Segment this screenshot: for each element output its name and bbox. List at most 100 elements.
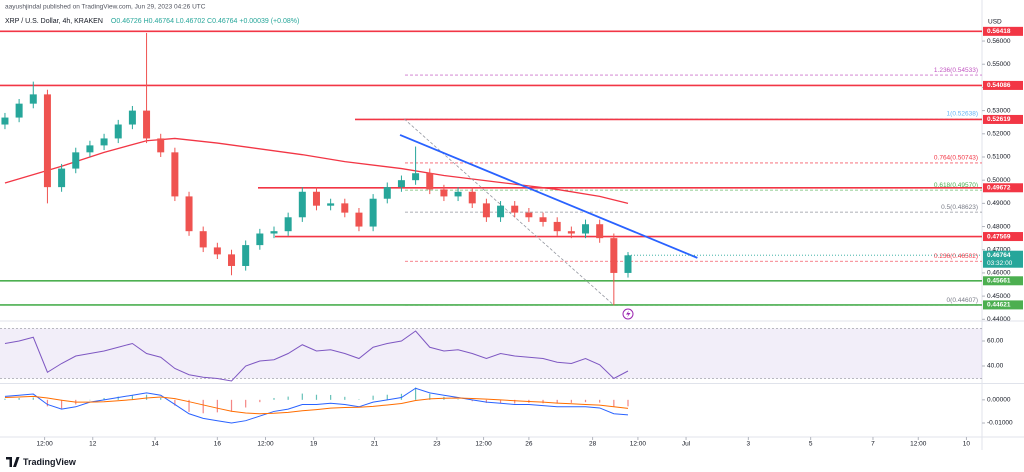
candle-body bbox=[397, 180, 405, 188]
macd-histogram-bar bbox=[613, 399, 615, 407]
x-tick-label: 7 bbox=[871, 441, 875, 448]
candle-body bbox=[610, 238, 618, 273]
macd-histogram-bar bbox=[372, 395, 374, 400]
macd-histogram-bar bbox=[89, 399, 91, 401]
level-price-label: 0.54086 bbox=[987, 82, 1011, 89]
candle-body bbox=[412, 173, 420, 181]
macd-histogram-bar bbox=[216, 399, 218, 413]
candle-body bbox=[157, 138, 165, 153]
macd-line bbox=[4, 395, 629, 415]
macd-histogram-bar bbox=[386, 394, 388, 400]
level-price-tag bbox=[983, 300, 1023, 310]
candle-body bbox=[228, 254, 236, 266]
candle-body bbox=[185, 196, 193, 232]
macd-histogram-bar bbox=[330, 394, 332, 400]
x-tick-label: 19 bbox=[310, 441, 318, 448]
macd-line bbox=[4, 387, 629, 424]
macd-histogram-bar bbox=[556, 399, 558, 404]
macd-histogram-bar bbox=[230, 399, 233, 412]
macd-histogram-bar bbox=[485, 399, 487, 403]
macd-histogram-bar bbox=[344, 396, 346, 400]
candle-body bbox=[143, 110, 151, 139]
macd-histogram-bar bbox=[287, 396, 289, 400]
candle-body bbox=[582, 224, 590, 234]
candle-body bbox=[72, 152, 80, 169]
level-price-tag bbox=[983, 26, 1023, 36]
macd-histogram-bar bbox=[358, 399, 360, 400]
macd-histogram-bar bbox=[145, 394, 148, 400]
candle-body bbox=[426, 173, 434, 190]
candle-body bbox=[213, 247, 221, 255]
level-price-label: 0.52619 bbox=[987, 116, 1011, 123]
x-tick-label: 10 bbox=[963, 441, 971, 448]
candle-body bbox=[128, 110, 136, 125]
macd-histogram-bar bbox=[400, 393, 403, 400]
candle-body bbox=[511, 205, 519, 213]
candle-body bbox=[114, 124, 122, 139]
x-tick-label: 5 bbox=[809, 441, 813, 448]
candle-body bbox=[369, 198, 377, 227]
y-tick-label: 0.51000 bbox=[987, 154, 1011, 161]
y-tick-label: 0.00000 bbox=[987, 397, 1011, 404]
publisher-line: aayushjindal published on TradingView.co… bbox=[5, 4, 206, 11]
candle-body bbox=[270, 231, 278, 234]
brand-logo bbox=[6, 457, 20, 467]
candle-body bbox=[327, 203, 335, 206]
candle-body bbox=[256, 233, 264, 246]
x-tick-label: 28 bbox=[589, 441, 597, 448]
ohlc-quote: O0.46726 H0.46764 L0.46702 C0.46764 +0.0… bbox=[111, 18, 299, 25]
fib-label: 0(0.44607) bbox=[947, 297, 978, 304]
level-price-tag bbox=[983, 232, 1023, 242]
rsi-band bbox=[0, 328, 982, 379]
fib-label: 0.618(0.49570) bbox=[934, 182, 978, 189]
macd-histogram-bar bbox=[471, 399, 473, 402]
candle-body bbox=[29, 94, 37, 104]
macd-histogram-bar bbox=[273, 397, 275, 400]
fib-label: 0.764(0.50743) bbox=[934, 155, 978, 162]
candle-body bbox=[596, 224, 604, 239]
macd-histogram-bar bbox=[202, 399, 204, 414]
rsi-line bbox=[4, 330, 629, 382]
macd-histogram-bar bbox=[60, 399, 63, 409]
macd-histogram-bar bbox=[457, 399, 459, 400]
candle-body bbox=[1, 117, 9, 125]
macd-histogram-bar bbox=[4, 398, 6, 400]
candle-body bbox=[525, 212, 533, 218]
fib-label: 0.236(0.46502) bbox=[934, 253, 978, 260]
candle-body bbox=[624, 255, 632, 273]
candle-body bbox=[298, 191, 306, 218]
x-tick-label: 23 bbox=[433, 441, 441, 448]
candle-body bbox=[100, 138, 108, 146]
macd-histogram-bar bbox=[514, 399, 516, 404]
y-tick-label: -0.01000 bbox=[987, 420, 1013, 427]
x-tick-label: 12:00 bbox=[475, 441, 492, 448]
macd-histogram-bar bbox=[174, 399, 176, 406]
candle-body bbox=[454, 191, 462, 197]
level-price-label: 0.44621 bbox=[987, 302, 1011, 309]
macd-histogram-bar bbox=[301, 393, 303, 400]
candle-body bbox=[567, 231, 575, 234]
currency: USD bbox=[988, 19, 1002, 26]
x-tick-label: 12:00 bbox=[257, 441, 274, 448]
alert-icon bbox=[622, 308, 634, 320]
x-tick-label: 12:00 bbox=[630, 441, 647, 448]
macd-histogram-bar bbox=[46, 399, 49, 407]
macd-histogram-bar bbox=[32, 397, 34, 400]
brand-name: TradingView bbox=[23, 457, 77, 467]
macd-histogram-bar bbox=[160, 397, 162, 400]
level-price-label: 0.49672 bbox=[987, 184, 1011, 191]
macd-histogram-bar bbox=[499, 399, 502, 404]
macd-histogram-bar bbox=[117, 396, 119, 400]
candle-body bbox=[43, 94, 51, 188]
x-tick-label: 21 bbox=[371, 441, 379, 448]
macd-histogram-bar bbox=[599, 399, 601, 403]
macd-histogram-bar bbox=[188, 399, 190, 412]
level-price-tag bbox=[983, 183, 1023, 193]
alert-bolt bbox=[626, 310, 631, 318]
macd-histogram-bar bbox=[584, 399, 587, 403]
y-tick-label: 0.49000 bbox=[987, 200, 1011, 207]
symbol-title: XRP / U.S. Dollar, 4h, KRAKEN bbox=[5, 18, 103, 25]
fib-anchor-line bbox=[404, 118, 615, 306]
